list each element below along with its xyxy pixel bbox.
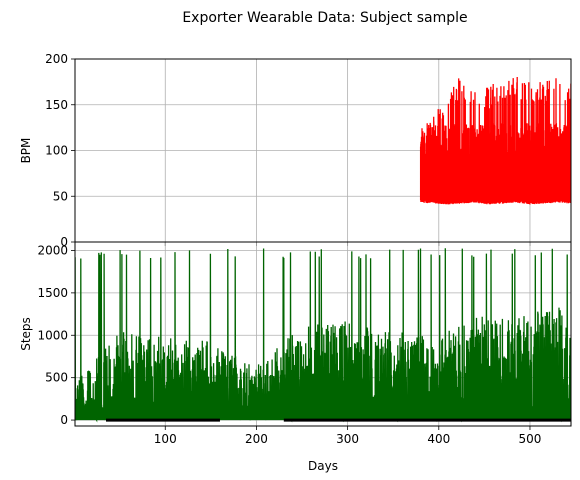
steps-series <box>75 248 571 423</box>
bpm-series <box>419 76 571 205</box>
y-tick-label: 150 <box>45 98 68 112</box>
axes-frames <box>74 58 572 427</box>
x-tick-label: 400 <box>427 432 450 446</box>
y-tick-label: 100 <box>45 144 68 158</box>
x-tick-label: 500 <box>519 432 542 446</box>
steps-line <box>75 248 571 423</box>
y-tick-label: 1000 <box>37 328 68 342</box>
y-tick-label: 50 <box>53 189 68 203</box>
days-axis-label: Days <box>308 459 338 473</box>
bpm-line <box>419 76 571 205</box>
y-tick-label: 0 <box>60 413 68 427</box>
steps-axis-label: Steps <box>19 317 33 351</box>
x-tick-label: 100 <box>154 432 177 446</box>
x-tick-label: 300 <box>336 432 359 446</box>
bpm-axis-label: BPM <box>19 138 33 164</box>
y-tick-label: 1500 <box>37 286 68 300</box>
steps-ticks: 0 500 1000 1500 2000 100 200 300 400 500 <box>37 243 541 446</box>
axes-frame <box>74 241 572 427</box>
y-tick-label: 2000 <box>37 243 68 257</box>
steps-subplot: 0 500 1000 1500 2000 100 200 300 400 500 Steps Da… <box>19 242 571 473</box>
y-tick-label: 200 <box>45 52 68 66</box>
x-tick-label: 200 <box>245 432 268 446</box>
y-tick-label: 500 <box>45 371 68 385</box>
bpm-subplot: 0 50 100 150 200 BPM <box>19 52 571 249</box>
chart-title: Exporter Wearable Data: Subject sample <box>182 10 467 26</box>
y-tick-label: 0 <box>60 235 68 249</box>
